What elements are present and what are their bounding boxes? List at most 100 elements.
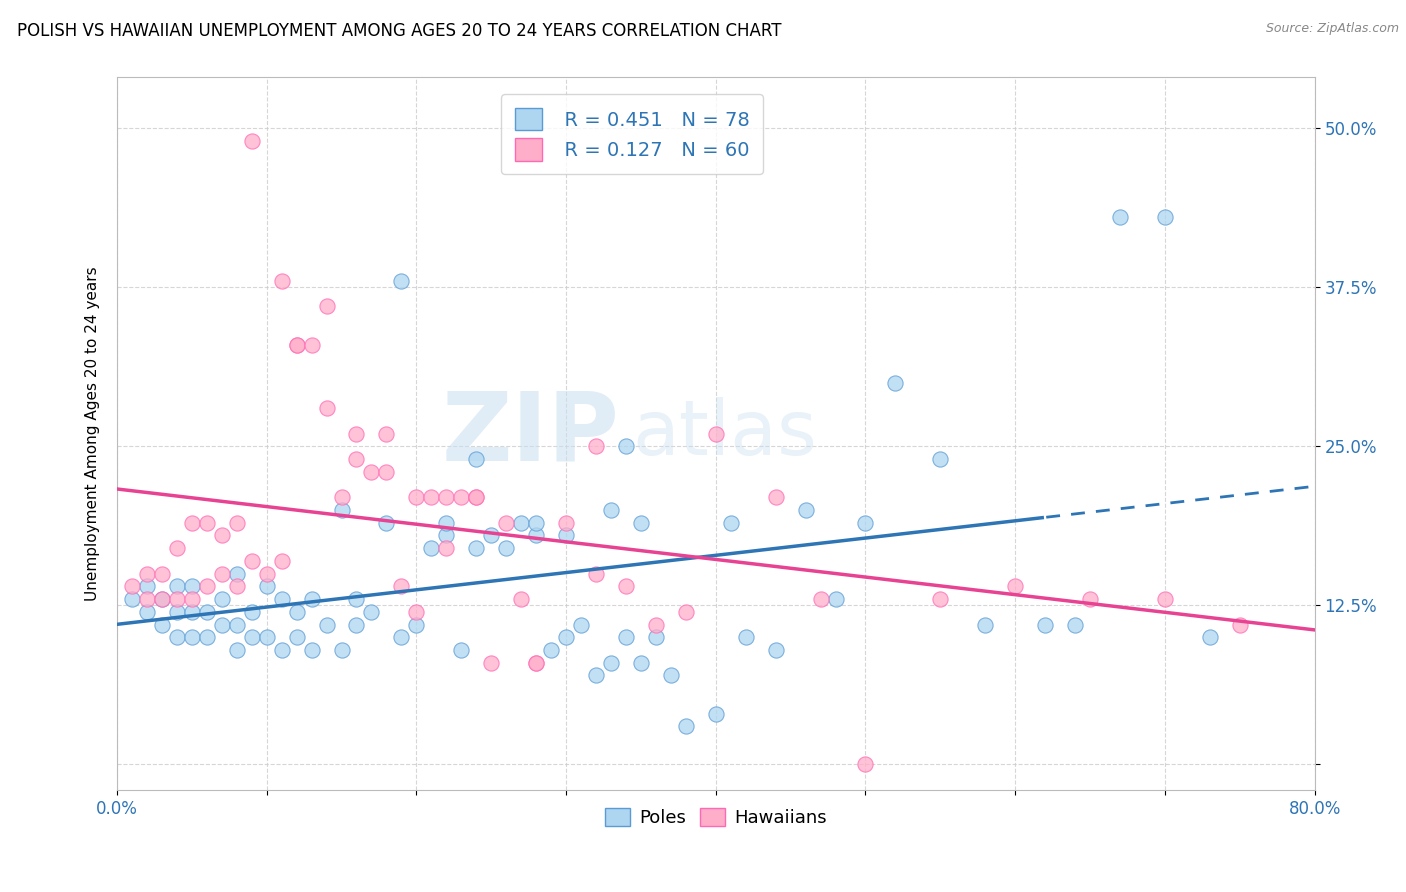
Text: Source: ZipAtlas.com: Source: ZipAtlas.com [1265,22,1399,36]
Poles [600,503,623,517]
Poles [135,579,157,593]
Poles [135,605,157,619]
Poles [180,605,202,619]
Hawaiians [405,491,427,505]
Hawaiians [524,656,547,670]
Hawaiians [121,579,143,593]
Poles [240,630,263,644]
Hawaiians [434,491,457,505]
Hawaiians [585,566,607,581]
Poles [929,452,952,467]
Poles [524,516,547,530]
Hawaiians [150,566,173,581]
Poles [450,643,472,657]
Hawaiians [465,491,488,505]
Hawaiians [195,516,218,530]
Hawaiians [211,566,233,581]
Poles [614,630,637,644]
Poles [211,617,233,632]
Poles [1064,617,1087,632]
Poles [121,592,143,607]
Poles [285,605,308,619]
Hawaiians [1078,592,1101,607]
Poles [510,516,533,530]
Hawaiians [405,605,427,619]
Hawaiians [285,337,308,351]
Poles [301,592,323,607]
Poles [225,566,247,581]
Poles [285,630,308,644]
Poles [346,617,368,632]
Poles [166,605,188,619]
Hawaiians [180,516,202,530]
Poles [495,541,517,556]
Hawaiians [375,426,398,441]
Hawaiians [555,516,578,530]
Hawaiians [166,592,188,607]
Poles [195,605,218,619]
Text: ZIP: ZIP [441,387,620,480]
Hawaiians [346,426,368,441]
Hawaiians [420,491,443,505]
Poles [389,274,412,288]
Poles [824,592,846,607]
Poles [465,452,488,467]
Hawaiians [270,554,292,568]
Poles [630,656,652,670]
Poles [434,516,457,530]
Poles [405,617,427,632]
Hawaiians [389,579,412,593]
Text: POLISH VS HAWAIIAN UNEMPLOYMENT AMONG AGES 20 TO 24 YEARS CORRELATION CHART: POLISH VS HAWAIIAN UNEMPLOYMENT AMONG AG… [17,22,782,40]
Hawaiians [510,592,533,607]
Poles [644,630,666,644]
Poles [1109,211,1132,225]
Poles [630,516,652,530]
Poles [479,528,502,542]
Hawaiians [375,465,398,479]
Poles [330,503,353,517]
Hawaiians [810,592,832,607]
Legend: Poles, Hawaiians: Poles, Hawaiians [598,800,834,834]
Hawaiians [225,516,247,530]
Poles [884,376,907,390]
Hawaiians [614,579,637,593]
Poles [420,541,443,556]
Poles [855,516,877,530]
Hawaiians [360,465,382,479]
Poles [330,643,353,657]
Poles [150,617,173,632]
Hawaiians [256,566,278,581]
Poles [150,592,173,607]
Hawaiians [301,337,323,351]
Poles [270,592,292,607]
Hawaiians [585,439,607,453]
Hawaiians [225,579,247,593]
Hawaiians [1154,592,1177,607]
Poles [166,630,188,644]
Hawaiians [150,592,173,607]
Hawaiians [166,541,188,556]
Poles [270,643,292,657]
Poles [659,668,682,682]
Poles [211,592,233,607]
Hawaiians [1229,617,1251,632]
Poles [555,630,578,644]
Poles [765,643,787,657]
Poles [240,605,263,619]
Hawaiians [240,134,263,148]
Poles [180,579,202,593]
Poles [180,630,202,644]
Poles [675,719,697,733]
Poles [360,605,382,619]
Poles [1033,617,1056,632]
Poles [256,630,278,644]
Poles [166,579,188,593]
Poles [704,706,727,721]
Poles [465,541,488,556]
Hawaiians [270,274,292,288]
Poles [600,656,623,670]
Poles [225,617,247,632]
Poles [720,516,742,530]
Hawaiians [675,605,697,619]
Poles [614,439,637,453]
